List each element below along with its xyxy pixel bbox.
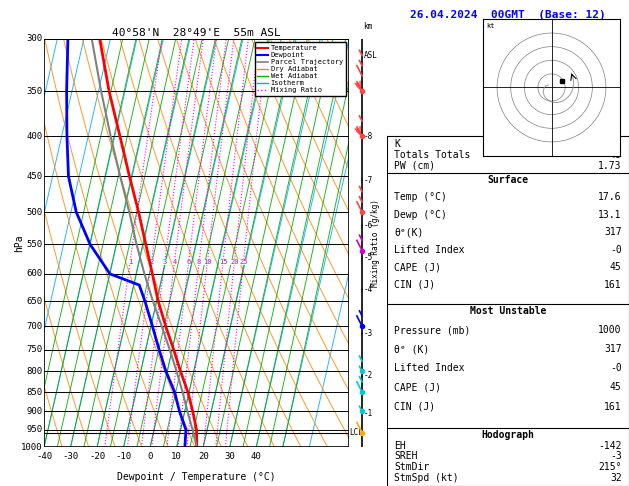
Text: 317: 317 [604, 227, 621, 238]
Text: 2: 2 [149, 260, 153, 265]
Text: 45: 45 [610, 382, 621, 392]
Text: 8: 8 [197, 260, 201, 265]
Text: 4: 4 [172, 260, 177, 265]
Text: ASL: ASL [364, 51, 377, 60]
Text: 215°: 215° [598, 462, 621, 472]
Text: 550: 550 [26, 240, 43, 249]
Text: Lifted Index: Lifted Index [394, 245, 465, 255]
Text: 450: 450 [26, 172, 43, 181]
Text: CAPE (J): CAPE (J) [394, 262, 441, 273]
Text: Lifted Index: Lifted Index [394, 364, 465, 373]
Text: km: km [364, 22, 372, 31]
Text: 10: 10 [203, 260, 211, 265]
Text: 950: 950 [26, 425, 43, 434]
Text: Mixing Ratio (g/kg): Mixing Ratio (g/kg) [370, 199, 379, 287]
Text: Hodograph: Hodograph [481, 430, 535, 440]
Text: 22: 22 [610, 139, 621, 149]
Text: θᵉ(K): θᵉ(K) [394, 227, 423, 238]
Text: 26.04.2024  00GMT  (Base: 12): 26.04.2024 00GMT (Base: 12) [410, 10, 606, 20]
Text: SREH: SREH [394, 451, 418, 461]
Text: Totals Totals: Totals Totals [394, 150, 470, 159]
Text: 10: 10 [171, 452, 182, 461]
Text: K: K [394, 139, 400, 149]
Text: -8: -8 [364, 132, 372, 141]
Text: 750: 750 [26, 345, 43, 354]
Text: -1: -1 [364, 409, 372, 418]
Text: -2: -2 [364, 371, 372, 380]
Text: CAPE (J): CAPE (J) [394, 382, 441, 392]
Text: -0: -0 [610, 245, 621, 255]
Text: -10: -10 [116, 452, 131, 461]
Text: 350: 350 [26, 87, 43, 96]
Text: 20: 20 [230, 260, 238, 265]
Text: -0: -0 [610, 364, 621, 373]
Text: 1: 1 [128, 260, 132, 265]
Text: 1.73: 1.73 [598, 160, 621, 171]
Text: -30: -30 [62, 452, 79, 461]
Text: 600: 600 [26, 269, 43, 278]
Text: 15: 15 [219, 260, 227, 265]
Text: -142: -142 [598, 441, 621, 451]
Text: 17.6: 17.6 [598, 192, 621, 203]
Text: 13.1: 13.1 [598, 210, 621, 220]
Text: 25: 25 [239, 260, 248, 265]
Text: 900: 900 [26, 407, 43, 416]
Title: 40°58'N  28°49'E  55m ASL: 40°58'N 28°49'E 55m ASL [112, 28, 281, 38]
Text: 300: 300 [26, 35, 43, 43]
Text: Temp (°C): Temp (°C) [394, 192, 447, 203]
Text: kt: kt [486, 23, 494, 29]
Text: 850: 850 [26, 387, 43, 397]
Text: 650: 650 [26, 296, 43, 306]
Text: hPa: hPa [14, 234, 25, 252]
Text: -7: -7 [364, 175, 372, 185]
Text: 0: 0 [147, 452, 153, 461]
Text: PW (cm): PW (cm) [394, 160, 435, 171]
Text: -5: -5 [364, 253, 372, 262]
Text: 3: 3 [162, 260, 167, 265]
Text: Most Unstable: Most Unstable [470, 306, 546, 316]
Text: Surface: Surface [487, 175, 528, 185]
Text: 317: 317 [604, 344, 621, 354]
Text: 161: 161 [604, 280, 621, 290]
Text: -6: -6 [364, 221, 372, 230]
Text: EH: EH [394, 441, 406, 451]
Text: 32: 32 [610, 472, 621, 483]
Text: CIN (J): CIN (J) [394, 280, 435, 290]
Text: -4: -4 [364, 285, 372, 294]
Text: -3: -3 [610, 451, 621, 461]
Text: 161: 161 [604, 401, 621, 412]
Text: StmSpd (kt): StmSpd (kt) [394, 472, 459, 483]
Text: 800: 800 [26, 367, 43, 376]
Text: 6: 6 [186, 260, 191, 265]
Text: -20: -20 [89, 452, 105, 461]
Text: Dewp (°C): Dewp (°C) [394, 210, 447, 220]
Text: 20: 20 [198, 452, 209, 461]
Text: Pressure (mb): Pressure (mb) [394, 325, 470, 335]
Text: 400: 400 [26, 132, 43, 141]
Text: 40: 40 [251, 452, 262, 461]
Polygon shape [357, 126, 362, 137]
Text: 48: 48 [610, 150, 621, 159]
Text: 700: 700 [26, 322, 43, 330]
Text: -40: -40 [36, 452, 52, 461]
Text: Dewpoint / Temperature (°C): Dewpoint / Temperature (°C) [117, 471, 276, 482]
Text: LCL: LCL [350, 428, 364, 437]
Polygon shape [357, 81, 362, 91]
Text: StmDir: StmDir [394, 462, 430, 472]
Text: θᵉ (K): θᵉ (K) [394, 344, 430, 354]
Text: -3: -3 [364, 329, 372, 338]
Text: 500: 500 [26, 208, 43, 217]
Legend: Temperature, Dewpoint, Parcel Trajectory, Dry Adiabat, Wet Adiabat, Isotherm, Mi: Temperature, Dewpoint, Parcel Trajectory… [255, 42, 345, 96]
Text: 1000: 1000 [598, 325, 621, 335]
Text: 45: 45 [610, 262, 621, 273]
Text: 30: 30 [225, 452, 235, 461]
Text: 1000: 1000 [21, 443, 43, 451]
Text: CIN (J): CIN (J) [394, 401, 435, 412]
